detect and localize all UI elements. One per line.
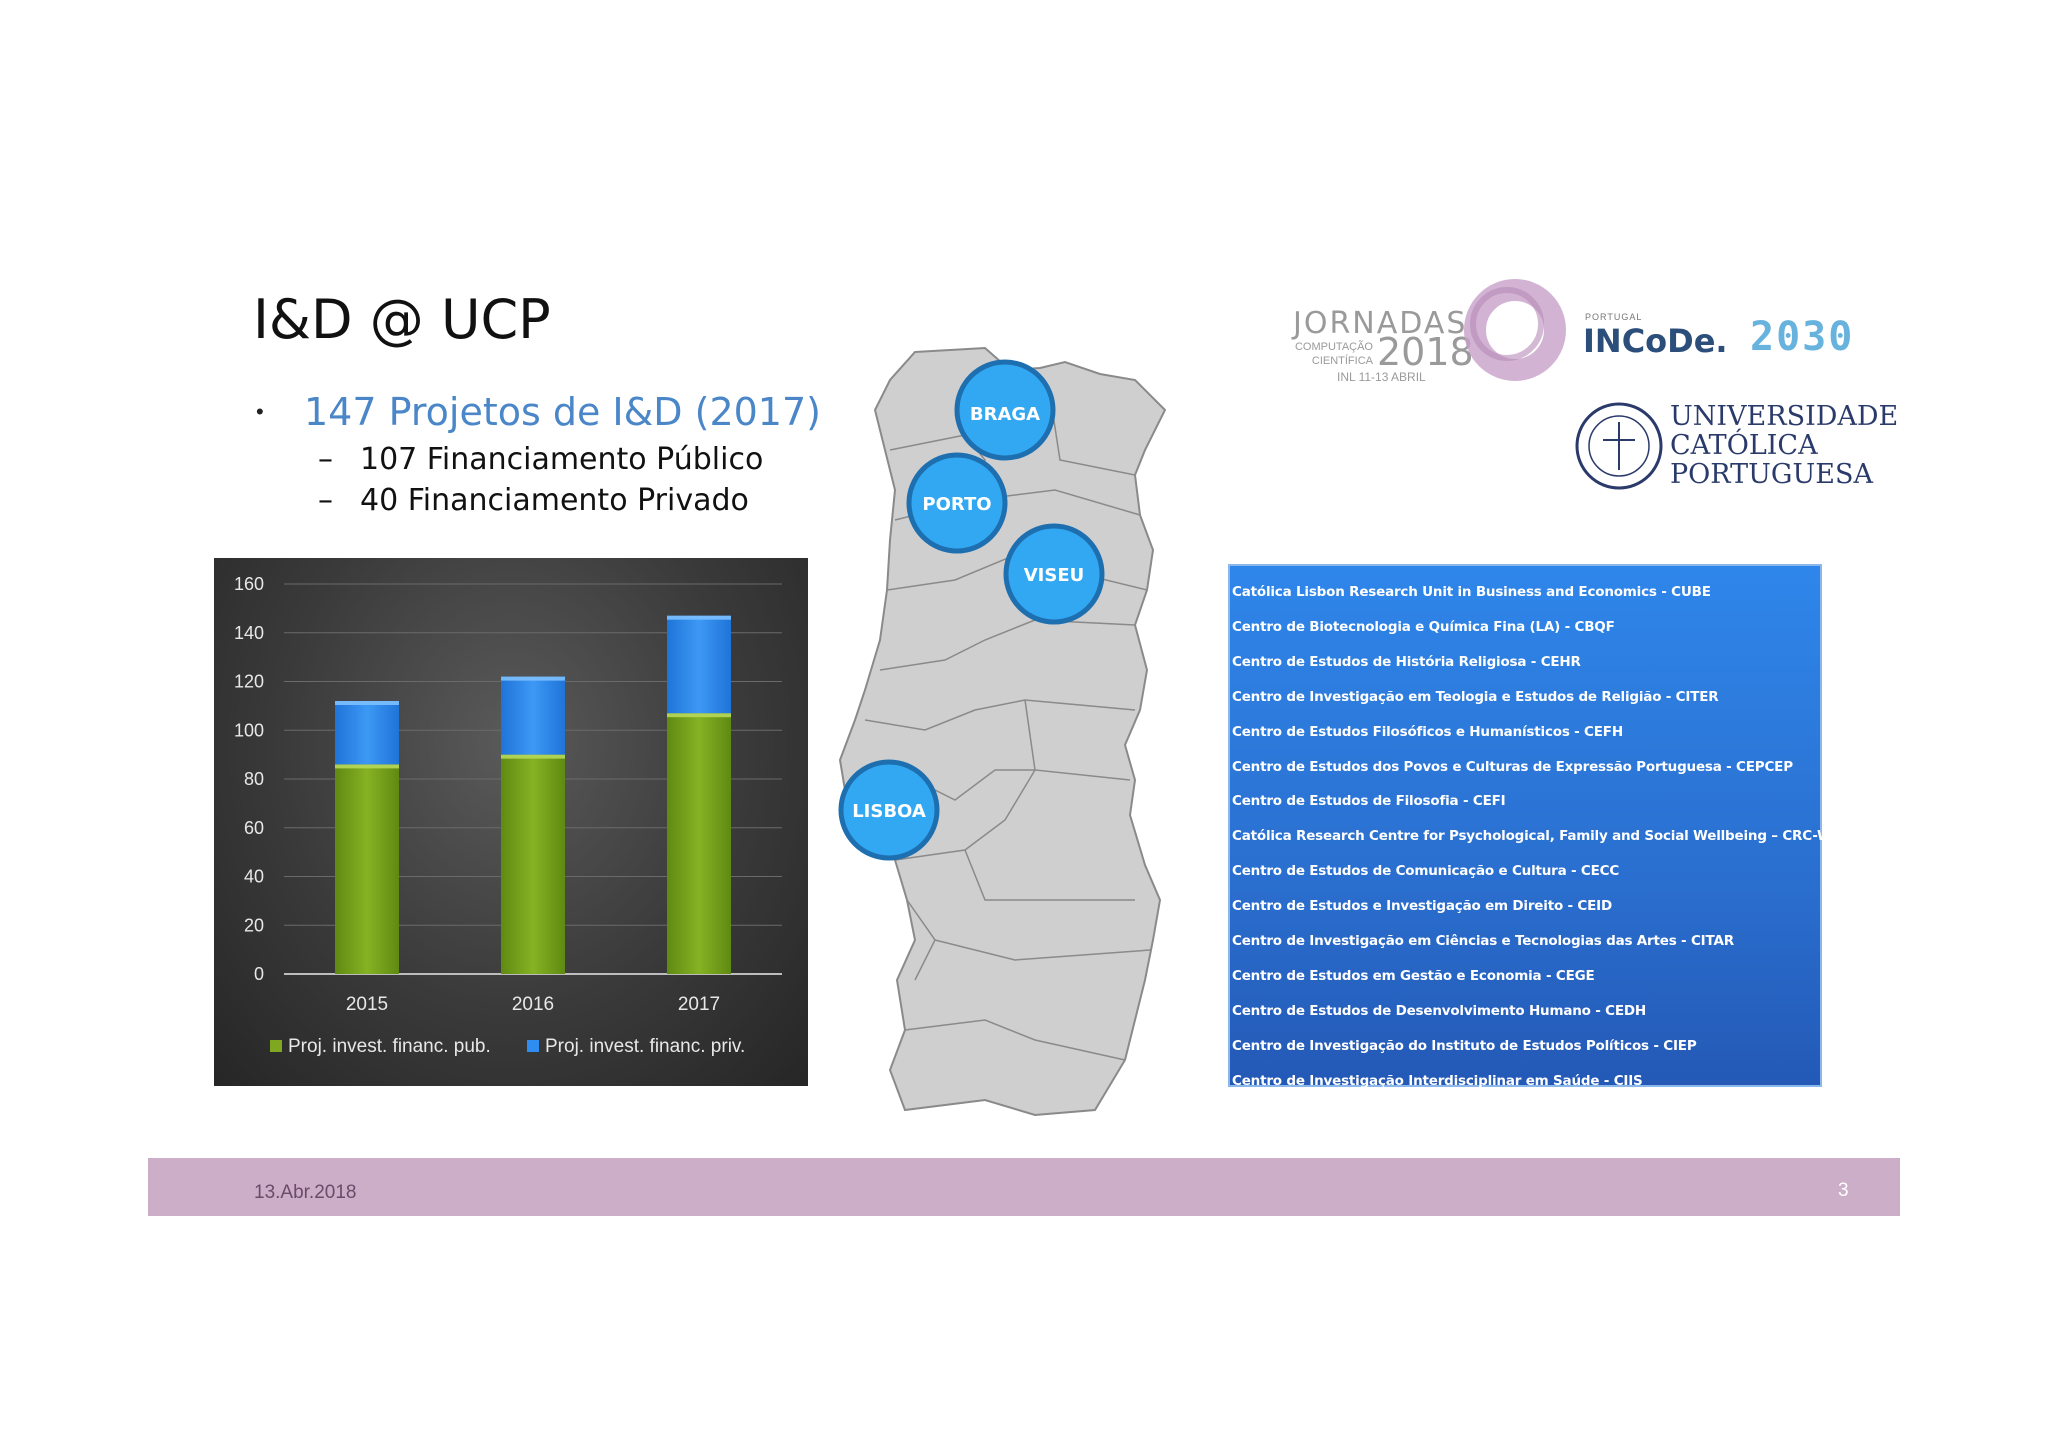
- chart-ytick-label: 80: [244, 769, 264, 789]
- jornadas-logo-date: INL 11-13 ABRIL: [1337, 370, 1426, 384]
- research-centers-box: Católica Lisbon Research Unit in Busines…: [1228, 564, 1832, 1089]
- research-center-item: Centro de Estudos de História Religiosa …: [1232, 653, 1581, 670]
- portugal-map-svg: BRAGA PORTO VISEU LISBOA: [838, 346, 1167, 1117]
- incode-logo-country: PORTUGAL: [1585, 312, 1643, 322]
- footer-band: [148, 1158, 1900, 1216]
- research-center-item: Centro de Investigação do Instituto de E…: [1232, 1037, 1697, 1054]
- incode-logo-year: 2030: [1750, 314, 1855, 360]
- chart-bar-highlight: [501, 754, 565, 759]
- research-center-item: Centro de Investigação em Teologia e Est…: [1232, 688, 1719, 705]
- chart-ytick-label: 140: [234, 623, 264, 643]
- chart-xtick-label: 2015: [346, 994, 388, 1015]
- slide-title: I&D @ UCP: [253, 288, 551, 351]
- chart-bar-public: [667, 713, 731, 974]
- chart-xtick-label: 2017: [678, 994, 720, 1015]
- research-center-item: Centro de Biotecnologia e Química Fina (…: [1232, 618, 1615, 635]
- jornadas-logo-year: 2018: [1377, 330, 1474, 374]
- ucp-logo-line: UNIVERSIDADE: [1670, 401, 1899, 432]
- chart-bar-private: [335, 701, 399, 765]
- jornadas-ring-icon: [1464, 279, 1566, 381]
- sub-bullet: – 107 Financiamento Público: [318, 442, 763, 477]
- sub-bullet: – 40 Financiamento Privado: [318, 483, 749, 518]
- chart-ytick-label: 0: [254, 964, 264, 984]
- chart-bar-public: [335, 764, 399, 974]
- chart-ytick-label: 160: [234, 574, 264, 594]
- research-center-item: Centro de Estudos de Filosofia - CEFI: [1232, 793, 1506, 810]
- sub-bullet-dash: –: [318, 442, 333, 477]
- research-center-item: Católica Research Centre for Psychologic…: [1232, 828, 1832, 845]
- jornadas-logo-subtitle: COMPUTAÇÃO CIENTÍFICA: [1294, 341, 1373, 367]
- chart-bar-highlight: [667, 615, 731, 620]
- research-center-item: Centro de Investigação em Ciências e Tec…: [1232, 933, 1734, 949]
- bullet-dot: •: [256, 399, 264, 424]
- chart-legend-label: Proj. invest. financ. priv.: [545, 1036, 745, 1057]
- sub-bullet-text: 107 Financiamento Público: [360, 442, 764, 477]
- research-center-item: Católica Lisbon Research Unit in Busines…: [1232, 584, 1711, 600]
- chart-bar-highlight: [501, 676, 565, 681]
- ucp-logo-line: CATÓLICA: [1670, 430, 1818, 461]
- research-center-item: Centro de Estudos Filosóficos e Humaníst…: [1232, 723, 1623, 740]
- research-center-item: Centro de Estudos de Comunicação e Cultu…: [1232, 863, 1620, 880]
- chart-ytick-label: 100: [234, 720, 264, 740]
- chart-ytick-label: 60: [244, 818, 264, 838]
- chart-bar-highlight: [335, 701, 399, 705]
- map-city-viseu: VISEU: [1024, 565, 1085, 586]
- map-city-porto: PORTO: [922, 494, 991, 515]
- chart-xtick-label: 2016: [512, 994, 554, 1015]
- footer-date: 13.Abr.2018: [254, 1182, 357, 1203]
- portugal-outline: [838, 346, 1167, 1117]
- research-center-item: Centro de Estudos de Desenvolvimento Hum…: [1232, 1002, 1646, 1019]
- ucp-logo-text: UNIVERSIDADE CATÓLICA PORTUGUESA: [1670, 402, 1898, 489]
- chart-legend-label: Proj. invest. financ. pub.: [288, 1036, 491, 1057]
- research-center-item: Centro de Investigação Interdisciplinar …: [1232, 1072, 1643, 1089]
- sub-bullet-dash: –: [318, 483, 333, 518]
- bullet-main: • 147 Projetos de I&D (2017): [256, 390, 821, 434]
- research-center-item: Centro de Estudos e Investigação em Dire…: [1232, 898, 1612, 915]
- chart-bar-private: [667, 615, 731, 714]
- chart-svg: 0 20 40 60 80 100 120 140 160 2015 2016 2017 Proj. …: [234, 574, 782, 1057]
- sub-bullet-text: 40 Financiamento Privado: [360, 483, 749, 518]
- research-center-item: Centro de Estudos dos Povos e Culturas d…: [1232, 758, 1793, 775]
- chart-bar-private: [501, 676, 565, 755]
- event-logos: JORNADAS COMPUTAÇÃO CIENTÍFICA 2018 INL …: [1285, 270, 1898, 500]
- projects-bar-chart: 0 20 40 60 80 100 120 140 160 2015 2016 2017 Proj. …: [214, 558, 808, 1086]
- portugal-map: BRAGA PORTO VISEU LISBOA: [835, 340, 1225, 1120]
- ucp-logo-line: PORTUGUESA: [1670, 459, 1873, 490]
- jornadas-logo-word: JORNADAS: [1293, 306, 1468, 341]
- map-city-lisboa: LISBOA: [852, 801, 926, 822]
- chart-bar-highlight: [335, 764, 399, 769]
- chart-ytick-label: 40: [244, 867, 264, 887]
- chart-ytick-label: 20: [244, 915, 264, 935]
- incode-logo-word: INCoDe.: [1583, 322, 1728, 360]
- ucp-seal-icon: [1575, 402, 1663, 490]
- chart-bar-highlight: [667, 713, 731, 718]
- chart-legend-swatch: [270, 1040, 282, 1052]
- chart-bar-public: [501, 754, 565, 974]
- research-center-item: Centro de Estudos em Gestão e Economia -…: [1232, 967, 1595, 984]
- page-number: 3: [1838, 1180, 1849, 1201]
- map-city-braga: BRAGA: [970, 404, 1040, 425]
- bullet-main-text: 147 Projetos de I&D (2017): [304, 390, 821, 434]
- chart-ytick-label: 120: [234, 672, 264, 692]
- chart-legend-swatch: [527, 1040, 539, 1052]
